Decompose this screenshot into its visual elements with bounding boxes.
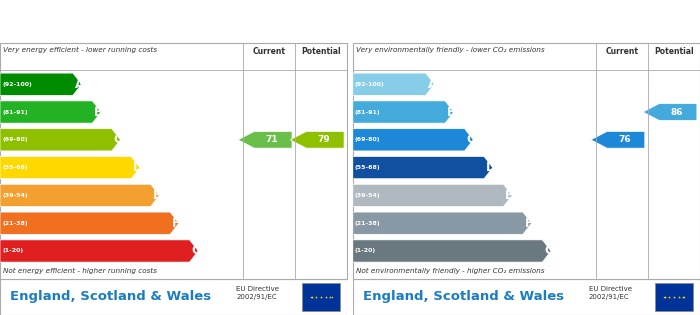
Text: England, Scotland & Wales: England, Scotland & Wales (10, 290, 211, 303)
Polygon shape (591, 131, 645, 148)
Text: Very energy efficient - lower running costs: Very energy efficient - lower running co… (4, 47, 158, 53)
Polygon shape (0, 240, 198, 262)
Text: F: F (172, 217, 180, 230)
Polygon shape (0, 73, 82, 95)
Bar (302, 283, 340, 311)
Text: Potential: Potential (301, 47, 341, 56)
Polygon shape (290, 131, 344, 148)
Polygon shape (353, 101, 454, 123)
Text: E: E (505, 189, 513, 202)
Polygon shape (0, 101, 101, 123)
Text: (55-68): (55-68) (2, 165, 28, 170)
Text: (21-38): (21-38) (355, 221, 381, 226)
Polygon shape (643, 104, 697, 120)
Text: Energy Efficiency Rating: Energy Efficiency Rating (73, 14, 274, 29)
Text: Not energy efficient - higher running costs: Not energy efficient - higher running co… (4, 268, 158, 274)
Polygon shape (353, 184, 512, 207)
Polygon shape (353, 73, 435, 95)
Text: (1-20): (1-20) (2, 249, 23, 254)
Polygon shape (0, 157, 140, 179)
Text: (69-80): (69-80) (2, 137, 27, 142)
Text: A: A (428, 78, 437, 91)
Polygon shape (353, 129, 473, 151)
Text: Environmental Impact (CO₂) Rating: Environmental Impact (CO₂) Rating (382, 14, 671, 29)
Polygon shape (353, 212, 531, 234)
Text: (39-54): (39-54) (355, 193, 381, 198)
Text: (92-100): (92-100) (2, 82, 32, 87)
Text: D: D (486, 161, 496, 174)
Text: Current: Current (253, 47, 286, 56)
Text: G: G (191, 244, 201, 257)
Text: EU Directive
2002/91/EC: EU Directive 2002/91/EC (236, 286, 279, 300)
Text: D: D (133, 161, 143, 174)
Text: C: C (466, 133, 475, 146)
Text: B: B (94, 106, 103, 118)
Text: B: B (447, 106, 456, 118)
Text: A: A (75, 78, 84, 91)
Text: (69-80): (69-80) (355, 137, 380, 142)
Text: 79: 79 (317, 135, 330, 144)
Polygon shape (353, 157, 493, 179)
Text: (39-54): (39-54) (2, 193, 28, 198)
Polygon shape (238, 131, 292, 148)
Text: 76: 76 (618, 135, 631, 144)
Text: G: G (544, 244, 554, 257)
Polygon shape (0, 184, 160, 207)
Text: C: C (113, 133, 122, 146)
Text: (81-91): (81-91) (2, 110, 28, 115)
Text: (92-100): (92-100) (355, 82, 384, 87)
Text: F: F (525, 217, 533, 230)
Polygon shape (0, 212, 178, 234)
Text: 86: 86 (670, 107, 682, 117)
Text: Very environmentally friendly - lower CO₂ emissions: Very environmentally friendly - lower CO… (356, 47, 545, 53)
Text: (21-38): (21-38) (2, 221, 28, 226)
Text: (55-68): (55-68) (355, 165, 381, 170)
Text: England, Scotland & Wales: England, Scotland & Wales (363, 290, 564, 303)
Text: 71: 71 (265, 135, 278, 144)
Polygon shape (353, 240, 551, 262)
Text: (1-20): (1-20) (355, 249, 376, 254)
Text: Potential: Potential (654, 47, 694, 56)
Text: E: E (153, 189, 160, 202)
Text: (81-91): (81-91) (355, 110, 381, 115)
Text: Not environmentally friendly - higher CO₂ emissions: Not environmentally friendly - higher CO… (356, 268, 545, 274)
Bar (655, 283, 693, 311)
Text: Current: Current (606, 47, 638, 56)
Text: EU Directive
2002/91/EC: EU Directive 2002/91/EC (589, 286, 632, 300)
Polygon shape (0, 129, 120, 151)
